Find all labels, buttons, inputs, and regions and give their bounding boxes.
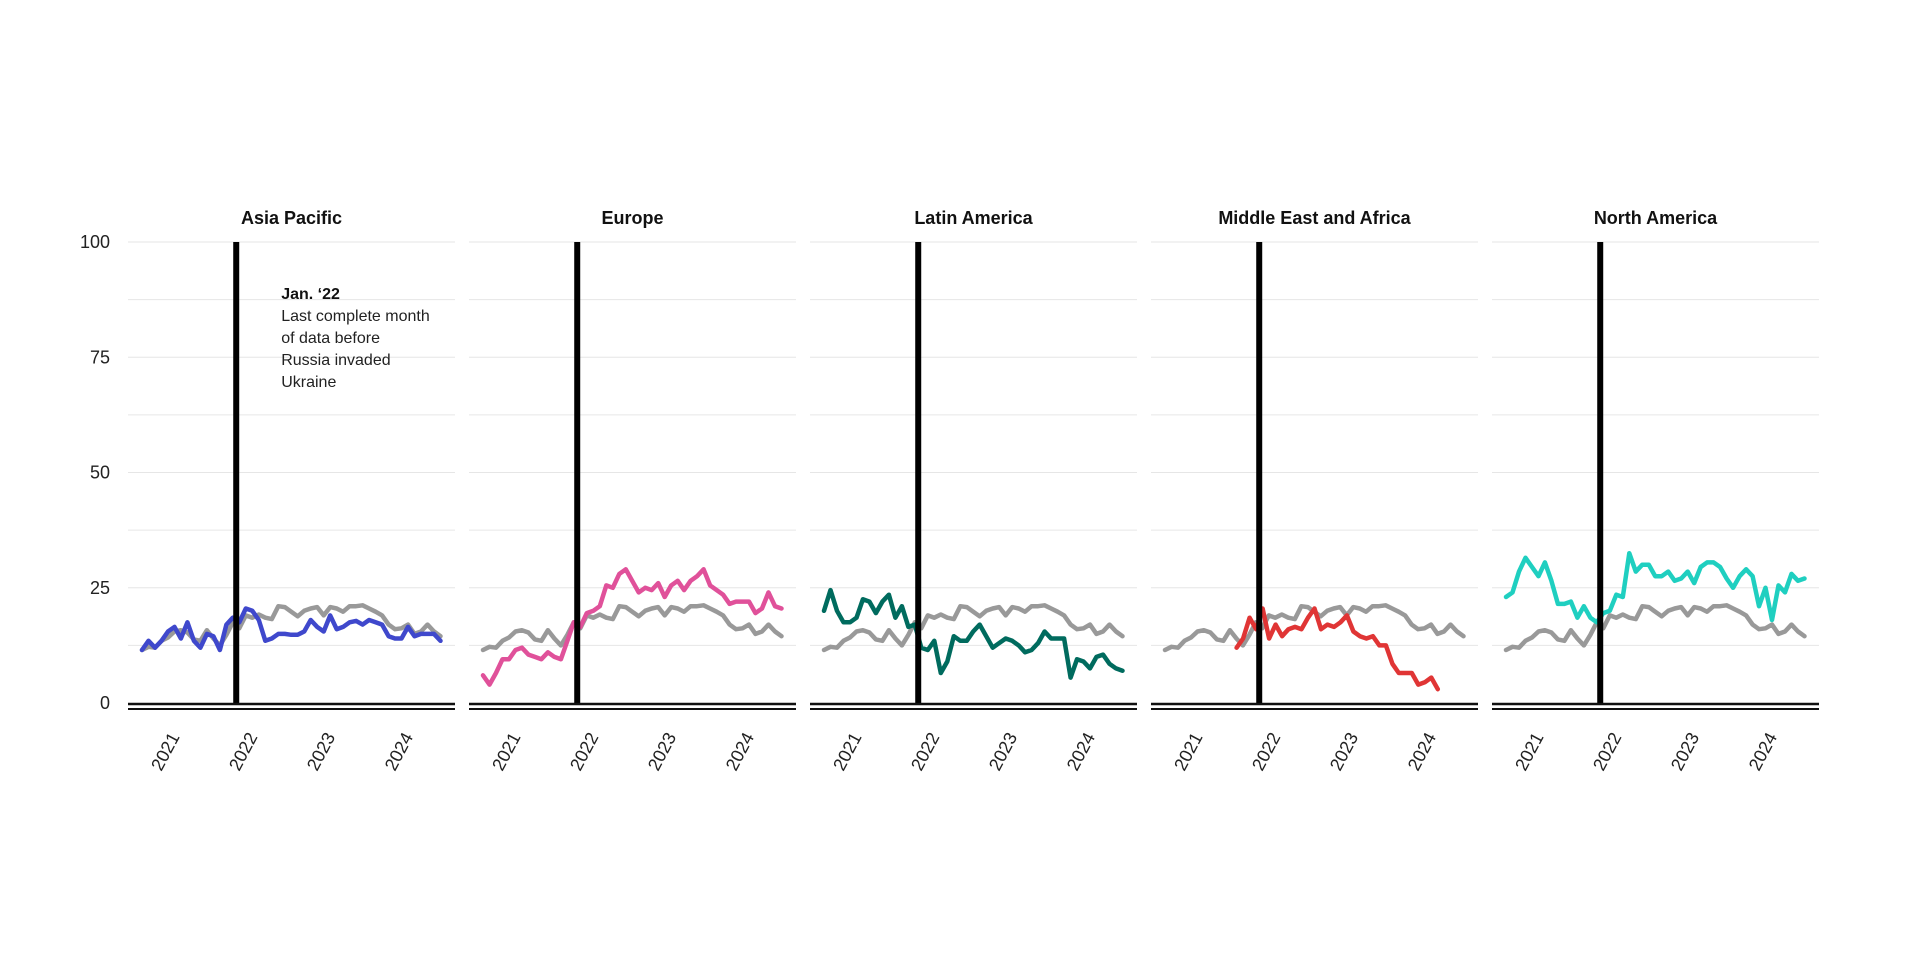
x-tick-label: 2024	[381, 729, 417, 774]
panel-title: Asia Pacific	[241, 208, 342, 228]
y-tick-label: 100	[80, 232, 110, 252]
y-tick-label: 50	[90, 463, 110, 483]
annotation-text: Last complete month	[281, 308, 430, 325]
x-tick-label: 2023	[1326, 729, 1362, 774]
annotation-text: of data before	[281, 330, 380, 347]
y-tick-label: 75	[90, 347, 110, 367]
x-tick-label: 2022	[1589, 729, 1625, 774]
region-series-line	[1503, 550, 1807, 625]
global-series-line	[821, 603, 1125, 653]
x-tick-label: 2021	[829, 729, 865, 774]
panel-title: Europe	[601, 208, 663, 228]
annotation-text: Russia invaded	[281, 352, 390, 369]
x-tick-label: 2022	[225, 729, 261, 774]
y-tick-label: 0	[100, 693, 110, 713]
region-series-line	[480, 567, 784, 687]
panel-title: Middle East and Africa	[1218, 208, 1411, 228]
x-tick-label: 2023	[1667, 729, 1703, 774]
x-tick-label: 2024	[1745, 729, 1781, 774]
x-tick-label: 2024	[1404, 729, 1440, 774]
x-tick-label: 2021	[488, 729, 524, 774]
x-tick-label: 2022	[566, 729, 602, 774]
region-series-line	[139, 606, 443, 653]
region-series-line	[1234, 606, 1441, 692]
region-series-line	[821, 587, 1125, 680]
x-tick-label: 2021	[1511, 729, 1547, 774]
x-tick-label: 2024	[722, 729, 758, 774]
global-series-line	[480, 603, 784, 653]
x-tick-label: 2023	[303, 729, 339, 774]
annotation-title: Jan. ‘22	[281, 286, 340, 303]
panel-title: North America	[1594, 208, 1718, 228]
x-tick-label: 2021	[1170, 729, 1206, 774]
x-tick-label: 2022	[907, 729, 943, 774]
x-tick-label: 2024	[1063, 729, 1099, 774]
panel-title: Latin America	[914, 208, 1033, 228]
global-series-line	[1503, 603, 1807, 653]
x-tick-label: 2023	[644, 729, 680, 774]
x-tick-label: 2021	[147, 729, 183, 774]
y-tick-label: 25	[90, 578, 110, 598]
annotation-text: Ukraine	[281, 374, 336, 391]
x-tick-label: 2022	[1248, 729, 1284, 774]
x-tick-label: 2023	[985, 729, 1021, 774]
